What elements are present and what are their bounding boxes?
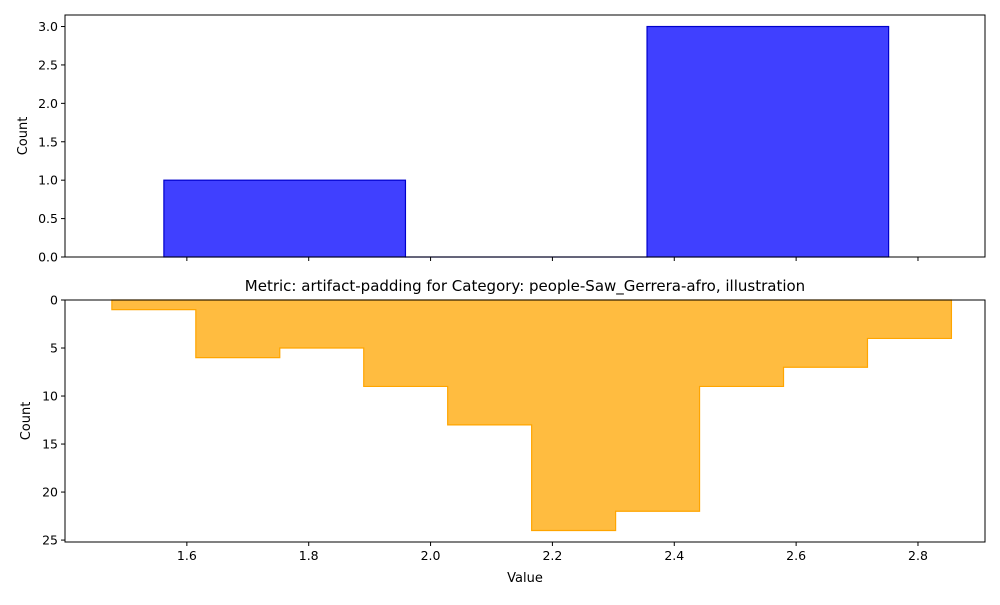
bottom-y-tick-label: 20 xyxy=(42,485,58,500)
top-y-tick-label: 0.5 xyxy=(38,211,58,226)
top-y-tick-label: 1.0 xyxy=(38,173,58,188)
bottom-step-area xyxy=(112,300,952,530)
bottom-x-axis-label: Value xyxy=(507,571,543,586)
top-y-tick-label: 1.5 xyxy=(38,134,58,149)
bottom-y-tick-label: 5 xyxy=(50,341,58,356)
bottom-x-tick-label: 2.2 xyxy=(542,548,562,563)
bottom-y-ticks: 0 5 10 15 20 25 xyxy=(42,293,65,548)
top-y-axis-label: Count xyxy=(16,117,31,156)
top-y-tick-label: 2.0 xyxy=(38,96,58,111)
top-bar-0 xyxy=(164,180,406,257)
top-y-tick-label: 2.5 xyxy=(38,57,58,72)
bottom-y-tick-label: 0 xyxy=(50,293,58,308)
bottom-area xyxy=(112,300,952,530)
top-bar-2 xyxy=(647,27,889,257)
bottom-x-tick-label: 2.8 xyxy=(908,548,928,563)
top-bars xyxy=(164,27,889,257)
bottom-x-tick-label: 2.6 xyxy=(786,548,806,563)
bottom-y-tick-label: 10 xyxy=(42,389,58,404)
top-y-ticks: 0.0 0.5 1.0 1.5 2.0 2.5 3.0 xyxy=(38,19,65,264)
top-panel: 0.0 0.5 1.0 1.5 2.0 2.5 3.0 Count xyxy=(16,15,985,265)
bottom-x-tick-label: 1.6 xyxy=(177,548,197,563)
bottom-panel: Metric: artifact-padding for Category: p… xyxy=(19,277,985,586)
top-x-ticks xyxy=(187,257,918,261)
bottom-y-tick-label: 25 xyxy=(42,533,58,548)
bottom-y-tick-label: 15 xyxy=(42,437,58,452)
bottom-x-tick-label: 2.0 xyxy=(421,548,441,563)
bottom-x-ticks: 1.6 1.8 2.0 2.2 2.4 2.6 2.8 xyxy=(177,542,928,563)
bottom-x-tick-label: 1.8 xyxy=(299,548,319,563)
top-y-tick-label: 3.0 xyxy=(38,19,58,34)
bottom-x-tick-label: 2.4 xyxy=(664,548,684,563)
bottom-chart-title: Metric: artifact-padding for Category: p… xyxy=(245,277,805,296)
top-y-tick-label: 0.0 xyxy=(38,250,58,265)
bottom-y-axis-label: Count xyxy=(19,402,34,441)
